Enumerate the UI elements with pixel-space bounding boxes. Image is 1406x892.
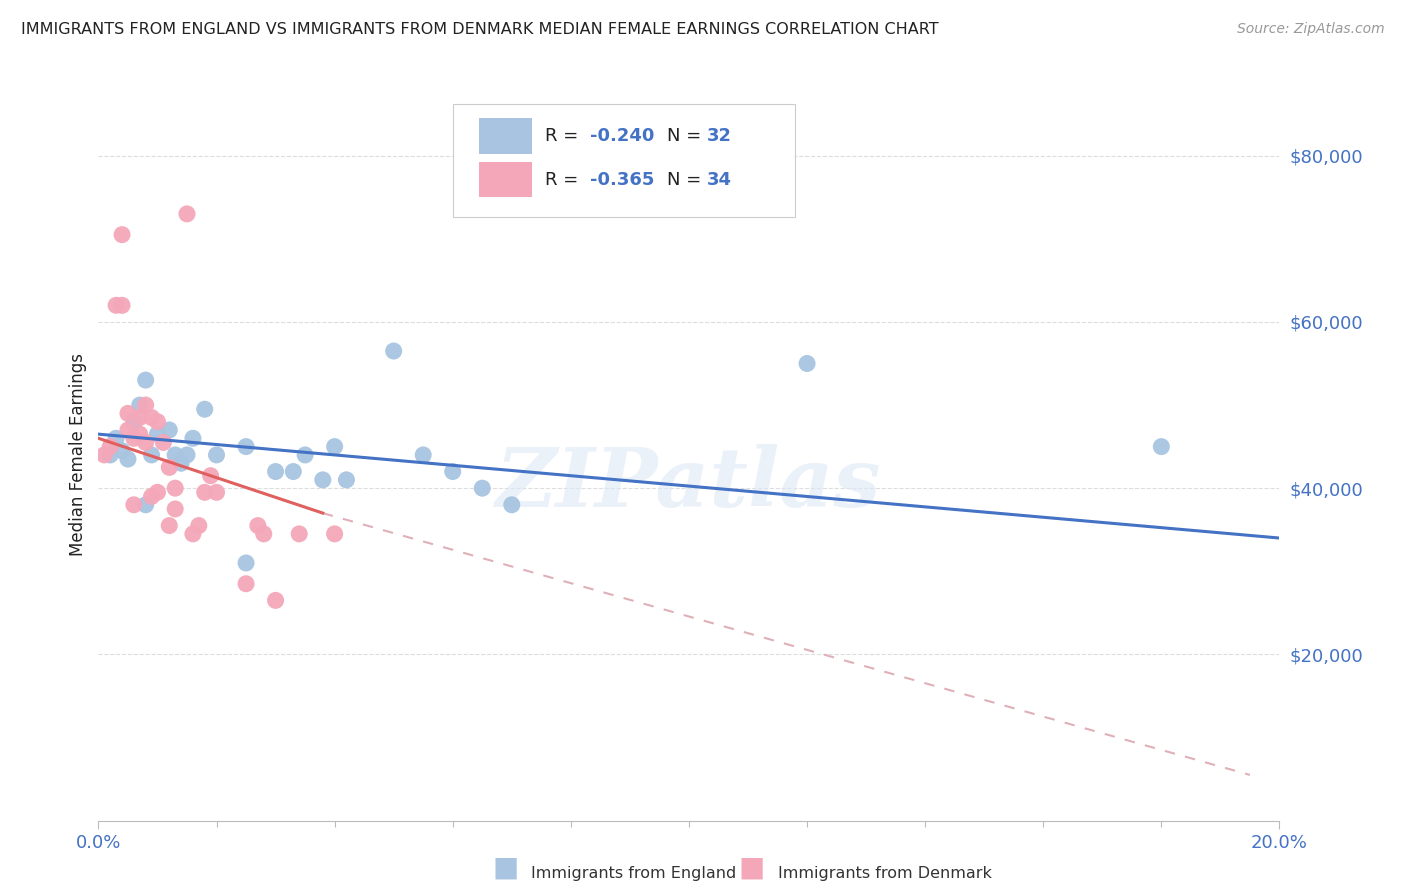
Text: 32: 32 xyxy=(707,127,731,145)
Point xyxy=(796,357,818,371)
Point xyxy=(412,448,434,462)
Text: -0.365: -0.365 xyxy=(589,171,654,189)
Text: R =: R = xyxy=(546,171,583,189)
Text: -0.240: -0.240 xyxy=(589,127,654,145)
Point xyxy=(146,415,169,429)
Point xyxy=(111,298,134,312)
Point xyxy=(122,415,145,429)
Point xyxy=(135,435,157,450)
Point xyxy=(323,440,346,454)
Point xyxy=(312,473,335,487)
Point xyxy=(501,498,523,512)
FancyBboxPatch shape xyxy=(478,119,531,153)
Point xyxy=(141,490,163,504)
Point xyxy=(122,498,145,512)
Point xyxy=(264,465,287,479)
Point xyxy=(117,406,139,420)
Point xyxy=(176,207,198,221)
Point xyxy=(170,456,193,470)
Point xyxy=(93,448,115,462)
Text: ■: ■ xyxy=(492,854,519,881)
Point xyxy=(176,448,198,462)
Text: N =: N = xyxy=(666,171,706,189)
Point xyxy=(264,593,287,607)
Point xyxy=(128,427,150,442)
Text: ■: ■ xyxy=(738,854,765,881)
Point xyxy=(165,448,187,462)
Point xyxy=(117,423,139,437)
Text: Immigrants from England: Immigrants from England xyxy=(531,866,737,881)
Text: IMMIGRANTS FROM ENGLAND VS IMMIGRANTS FROM DENMARK MEDIAN FEMALE EARNINGS CORREL: IMMIGRANTS FROM ENGLAND VS IMMIGRANTS FR… xyxy=(21,22,939,37)
Point xyxy=(200,468,222,483)
FancyBboxPatch shape xyxy=(478,162,531,197)
Point xyxy=(246,518,269,533)
Point xyxy=(157,460,180,475)
Point xyxy=(181,431,204,445)
Point xyxy=(323,527,346,541)
Point xyxy=(122,431,145,445)
Point xyxy=(128,398,150,412)
Point xyxy=(111,227,134,242)
Point xyxy=(141,448,163,462)
Text: R =: R = xyxy=(546,127,583,145)
Point xyxy=(98,448,121,462)
Point xyxy=(1150,440,1173,454)
Point xyxy=(157,518,180,533)
Y-axis label: Median Female Earnings: Median Female Earnings xyxy=(69,353,87,557)
Text: 34: 34 xyxy=(707,171,731,189)
Point xyxy=(253,527,276,541)
Point xyxy=(146,485,169,500)
Point xyxy=(146,427,169,442)
Point xyxy=(205,485,228,500)
Point xyxy=(181,527,204,541)
Point xyxy=(294,448,316,462)
Point xyxy=(105,431,128,445)
Point xyxy=(135,398,157,412)
Point xyxy=(194,402,217,417)
Point xyxy=(283,465,305,479)
Point xyxy=(471,481,494,495)
Text: ZIPatlas: ZIPatlas xyxy=(496,444,882,524)
Point xyxy=(235,440,257,454)
Point xyxy=(135,373,157,387)
Point xyxy=(141,410,163,425)
Text: Source: ZipAtlas.com: Source: ZipAtlas.com xyxy=(1237,22,1385,37)
Point xyxy=(98,440,121,454)
Point xyxy=(157,423,180,437)
Point xyxy=(235,556,257,570)
Point xyxy=(128,410,150,425)
Text: Immigrants from Denmark: Immigrants from Denmark xyxy=(778,866,991,881)
Point xyxy=(194,485,217,500)
Point xyxy=(187,518,209,533)
Point xyxy=(111,443,134,458)
Point xyxy=(382,344,405,359)
Point xyxy=(165,481,187,495)
Point xyxy=(152,435,174,450)
Point xyxy=(288,527,311,541)
Point xyxy=(135,498,157,512)
Point xyxy=(441,465,464,479)
FancyBboxPatch shape xyxy=(453,103,796,218)
Point xyxy=(335,473,357,487)
Point xyxy=(235,576,257,591)
Point xyxy=(117,452,139,467)
Point xyxy=(165,502,187,516)
Point xyxy=(205,448,228,462)
Point xyxy=(105,298,128,312)
Text: N =: N = xyxy=(666,127,706,145)
